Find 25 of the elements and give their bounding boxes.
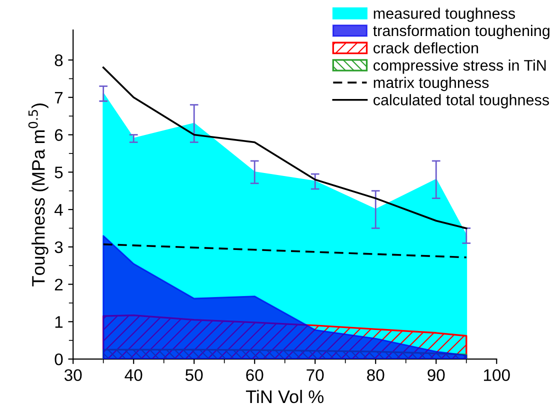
- legend-label: calculated total toughness: [374, 94, 549, 108]
- y-tick-label: 4: [54, 204, 63, 216]
- y-tick-label: 1: [55, 316, 63, 328]
- x-tick-label: 60: [246, 369, 264, 382]
- y-tick-label: 3: [54, 241, 63, 254]
- x-tick-label: 80: [367, 369, 384, 382]
- y-tick-label: 8: [54, 54, 63, 66]
- x-tick-label: 50: [186, 369, 203, 382]
- y-tick-label: 5: [54, 166, 63, 178]
- legend-label: measured toughness: [374, 8, 515, 22]
- x-tick-label: 90: [428, 369, 445, 382]
- legend-label: compressive stress in TiN: [374, 60, 546, 74]
- x-tick-label: 40: [124, 369, 142, 382]
- y-tick-label: 6: [54, 129, 63, 141]
- y-tick-label: 0: [54, 353, 63, 366]
- y-axis-title: Toughness (MPa m$^{0.5}$): [28, 104, 48, 286]
- y-tick-label: 7: [54, 92, 63, 104]
- x-axis-title: TiN Vol %: [246, 390, 324, 404]
- legend-label: crack deflection: [374, 42, 478, 54]
- x-tick-label: 30: [64, 369, 82, 382]
- x-tick-label: 70: [306, 369, 324, 382]
- legend-label: matrix toughness: [374, 76, 489, 92]
- y-tick-label: 2: [54, 278, 63, 290]
- x-tick-label: 100: [484, 369, 510, 382]
- legend-label: transformation toughening: [373, 24, 550, 40]
